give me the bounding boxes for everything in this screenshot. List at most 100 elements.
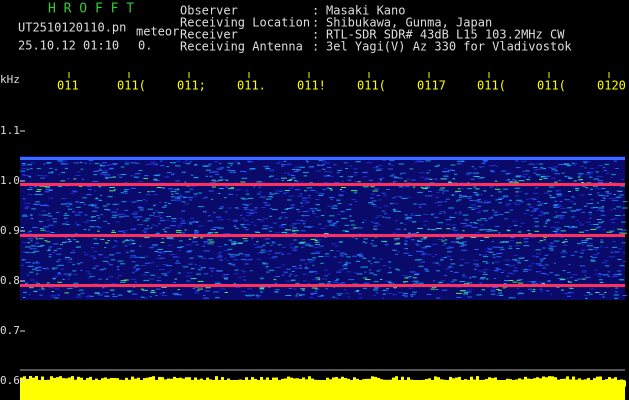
- noise-speck: [259, 277, 265, 279]
- noise-speck: [484, 236, 490, 238]
- noise-speck: [503, 188, 508, 190]
- noise-speck: [299, 295, 302, 297]
- noise-speck: [504, 218, 508, 220]
- noise-speck: [498, 289, 502, 291]
- noise-speck: [24, 202, 31, 204]
- noise-speck: [586, 238, 592, 240]
- noise-speck: [497, 252, 503, 254]
- noise-speck: [472, 222, 476, 223]
- noise-speck: [219, 176, 223, 178]
- noise-speck: [509, 209, 514, 211]
- noise-speck: [181, 171, 186, 173]
- noise-speck: [308, 245, 314, 247]
- noise-speck: [153, 194, 158, 196]
- noise-speck: [203, 294, 206, 296]
- noise-speck: [35, 242, 39, 244]
- noise-speck: [158, 201, 162, 203]
- noise-speck: [333, 205, 338, 207]
- noise-speck: [284, 217, 288, 219]
- noise-speck: [352, 255, 358, 257]
- noise-speck: [212, 171, 219, 173]
- noise-speck: [241, 225, 244, 227]
- noise-speck: [343, 268, 348, 270]
- noise-speck: [470, 178, 475, 180]
- noise-speck: [488, 217, 493, 219]
- noise-speck: [302, 197, 307, 199]
- noise-speck: [73, 162, 79, 164]
- noise-speck: [98, 226, 102, 228]
- noise-speck: [553, 240, 560, 242]
- noise-speck: [91, 205, 97, 207]
- noise-speck: [36, 273, 39, 275]
- noise-speck: [192, 241, 198, 243]
- noise-speck: [449, 217, 456, 218]
- noise-speck: [130, 278, 136, 280]
- noise-speck: [230, 164, 233, 166]
- noise-speck: [43, 226, 49, 228]
- noise-speck: [51, 296, 56, 298]
- noise-speck: [323, 233, 329, 234]
- noise-speck: [159, 252, 166, 254]
- noise-speck: [240, 259, 247, 260]
- noise-speck: [40, 205, 47, 206]
- noise-speck: [28, 233, 32, 235]
- noise-speck: [597, 222, 603, 224]
- noise-speck: [492, 209, 495, 211]
- noise-speck: [176, 160, 181, 162]
- noise-speck: [300, 220, 304, 222]
- noise-speck: [266, 198, 272, 200]
- noise-speck: [115, 252, 121, 254]
- noise-speck: [574, 251, 578, 253]
- noise-speck: [424, 268, 429, 270]
- noise-speck: [543, 257, 546, 259]
- noise-speck: [242, 275, 246, 277]
- noise-speck: [397, 292, 404, 294]
- noise-speck: [117, 174, 122, 176]
- noise-speck: [210, 229, 216, 231]
- noise-speck: [538, 282, 545, 284]
- noise-speck: [101, 171, 108, 173]
- noise-speck: [302, 223, 306, 225]
- noise-speck: [345, 262, 349, 264]
- noise-speck: [108, 276, 114, 278]
- noise-speck: [395, 220, 399, 222]
- noise-speck: [612, 218, 618, 220]
- noise-speck: [298, 294, 303, 296]
- noise-speck: [544, 254, 549, 256]
- noise-speck: [518, 257, 525, 259]
- noise-speck: [69, 240, 72, 242]
- noise-speck: [174, 294, 181, 296]
- noise-speck: [526, 179, 530, 181]
- noise-speck: [426, 172, 430, 174]
- level-spike: [215, 376, 218, 383]
- noise-speck: [383, 194, 388, 196]
- noise-speck: [243, 227, 247, 229]
- noise-speck: [73, 274, 78, 276]
- noise-speck: [563, 164, 568, 165]
- noise-speck: [144, 237, 150, 239]
- noise-speck: [488, 201, 491, 203]
- level-spike: [50, 376, 53, 383]
- noise-speck: [479, 278, 485, 280]
- noise-speck: [422, 261, 426, 263]
- noise-speck: [305, 266, 308, 268]
- noise-speck: [468, 172, 473, 174]
- noise-speck: [39, 228, 45, 229]
- noise-speck: [34, 262, 40, 264]
- noise-speck: [515, 195, 519, 197]
- noise-speck: [73, 178, 77, 180]
- noise-speck: [170, 191, 177, 193]
- noise-speck: [374, 217, 379, 219]
- noise-speck: [554, 173, 561, 175]
- noise-speck: [293, 231, 297, 233]
- noise-speck: [29, 248, 34, 250]
- noise-speck: [259, 196, 266, 198]
- noise-speck: [334, 182, 340, 184]
- noise-speck: [224, 278, 228, 280]
- noise-speck: [392, 197, 396, 199]
- noise-speck: [304, 263, 308, 265]
- noise-speck: [465, 291, 472, 293]
- noise-speck: [321, 215, 325, 216]
- noise-speck: [431, 213, 435, 215]
- noise-speck: [54, 288, 60, 290]
